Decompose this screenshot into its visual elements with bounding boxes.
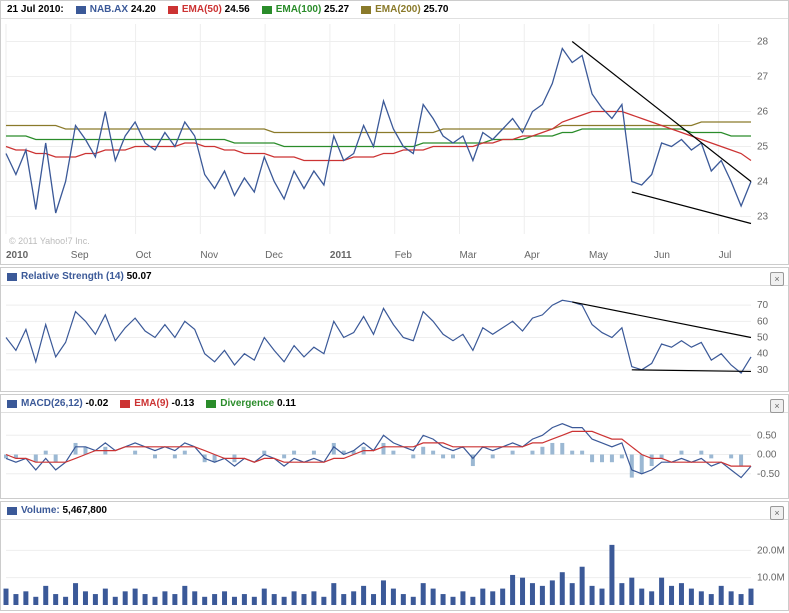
svg-text:27: 27 xyxy=(757,72,769,83)
svg-text:30: 30 xyxy=(757,365,769,376)
svg-text:40: 40 xyxy=(757,349,769,360)
legend-volume: Volume: 5,467,800 xyxy=(7,505,107,516)
macd-close-button[interactable]: × xyxy=(770,399,784,413)
svg-text:0.50: 0.50 xyxy=(757,430,777,441)
volume-marker xyxy=(7,507,17,515)
price-legend: 21 Jul 2010: NAB.AX 24.20 EMA(50) 24.56 … xyxy=(1,1,788,19)
rsi-chart-svg[interactable]: 30 40 50 60 70 xyxy=(1,286,788,391)
volume-close-button[interactable]: × xyxy=(770,506,784,520)
ema200-marker xyxy=(361,6,371,14)
ema9-label: EMA(9) -0.13 xyxy=(134,398,194,409)
svg-text:Apr: Apr xyxy=(524,250,540,261)
date-label: 21 Jul 2010: xyxy=(7,4,64,15)
legend-ema9: EMA(9) -0.13 xyxy=(120,398,194,409)
legend-div: Divergence 0.11 xyxy=(206,398,296,409)
macd-chart-svg[interactable]: -0.50 0.00 0.50 xyxy=(1,413,788,498)
ema9-marker xyxy=(120,400,130,408)
legend-ema100: EMA(100) 25.27 xyxy=(262,4,349,15)
legend-ema50: EMA(50) 24.56 xyxy=(168,4,250,15)
rsi-label: Relative Strength (14) 50.07 xyxy=(21,271,152,282)
div-marker xyxy=(206,400,216,408)
svg-text:Sep: Sep xyxy=(71,250,89,261)
svg-text:23: 23 xyxy=(757,212,769,223)
svg-text:Jun: Jun xyxy=(654,250,670,261)
macd-legend: MACD(26,12) -0.02 EMA(9) -0.13 Divergenc… xyxy=(1,395,788,413)
macd-marker xyxy=(7,400,17,408)
div-label: Divergence 0.11 xyxy=(220,398,296,409)
svg-text:20.0M: 20.0M xyxy=(757,545,785,556)
volume-legend: Volume: 5,467,800 xyxy=(1,502,788,520)
svg-text:Jul: Jul xyxy=(719,250,732,261)
rsi-marker xyxy=(7,273,17,281)
svg-text:2011: 2011 xyxy=(330,250,352,261)
svg-text:0.00: 0.00 xyxy=(757,450,777,461)
svg-text:70: 70 xyxy=(757,300,769,311)
svg-text:-0.50: -0.50 xyxy=(757,469,780,480)
svg-text:Mar: Mar xyxy=(459,250,477,261)
svg-text:2010: 2010 xyxy=(6,250,29,261)
svg-text:Oct: Oct xyxy=(136,250,152,261)
legend-macd: MACD(26,12) -0.02 xyxy=(7,398,108,409)
ema100-marker xyxy=(262,6,272,14)
svg-text:50: 50 xyxy=(757,333,769,344)
svg-text:Dec: Dec xyxy=(265,250,283,261)
svg-text:28: 28 xyxy=(757,37,769,48)
volume-label: Volume: 5,467,800 xyxy=(21,505,107,516)
ema100-label: EMA(100) 25.27 xyxy=(276,4,349,15)
svg-text:May: May xyxy=(589,250,608,261)
ema50-marker xyxy=(168,6,178,14)
svg-text:25: 25 xyxy=(757,142,769,153)
nab-label: NAB.AX 24.20 xyxy=(90,4,156,15)
legend-nab: NAB.AX 24.20 xyxy=(76,4,156,15)
ema50-label: EMA(50) 24.56 xyxy=(182,4,250,15)
rsi-panel: Relative Strength (14) 50.07 × 30 40 50 60 7… xyxy=(0,267,789,392)
volume-chart-svg[interactable]: 10.0M 20.0M xyxy=(1,520,788,610)
legend-ema200: EMA(200) 25.70 xyxy=(361,4,448,15)
nab-marker xyxy=(76,6,86,14)
macd-panel: MACD(26,12) -0.02 EMA(9) -0.13 Divergenc… xyxy=(0,394,789,499)
ema200-label: EMA(200) 25.70 xyxy=(375,4,448,15)
legend-rsi: Relative Strength (14) 50.07 xyxy=(7,271,152,282)
macd-label: MACD(26,12) -0.02 xyxy=(21,398,108,409)
svg-text:10.0M: 10.0M xyxy=(757,573,785,584)
svg-text:24: 24 xyxy=(757,177,769,188)
price-chart-svg[interactable]: 23 24 25 26 27 28 2010 Sep Oct Nov Dec 2011 Feb Mar Ap… xyxy=(1,19,788,264)
svg-text:26: 26 xyxy=(757,107,769,118)
volume-panel: Volume: 5,467,800 × 10.0M 20.0M xyxy=(0,501,789,611)
rsi-close-button[interactable]: × xyxy=(770,272,784,286)
svg-text:Nov: Nov xyxy=(200,250,218,261)
watermark: © 2011 Yahoo!7 Inc. xyxy=(9,236,90,246)
price-chart-panel: 21 Jul 2010: NAB.AX 24.20 EMA(50) 24.56 … xyxy=(0,0,789,265)
svg-text:Feb: Feb xyxy=(395,250,413,261)
svg-text:60: 60 xyxy=(757,316,769,327)
rsi-legend: Relative Strength (14) 50.07 xyxy=(1,268,788,286)
